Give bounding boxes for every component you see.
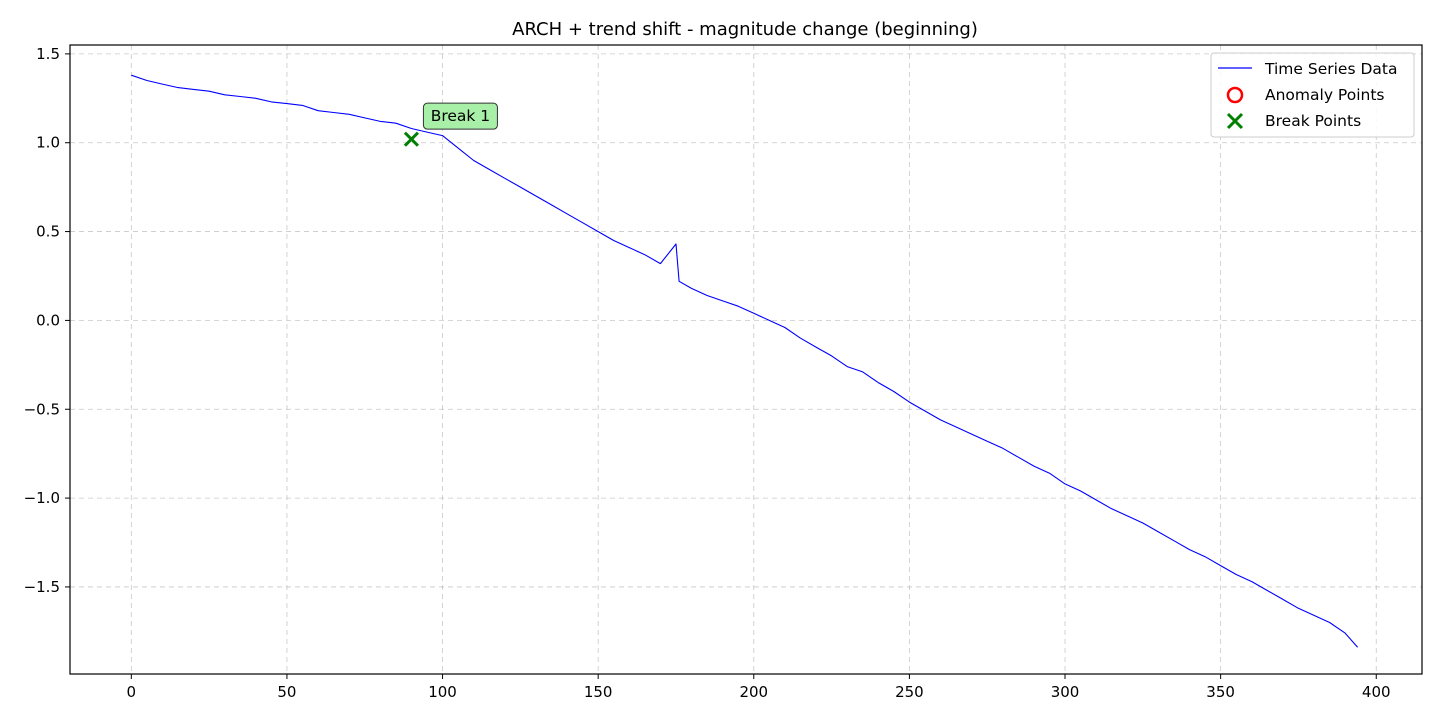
legend-circle-swatch	[1226, 86, 1244, 104]
x-tick-label: 150	[584, 683, 613, 701]
annotation-layer: Break 1	[422, 102, 498, 130]
y-tick-label: 0.5	[36, 223, 60, 241]
y-tick-label: 1.0	[36, 134, 60, 152]
tick-layer: 0 50 100 150 200 250 300 350 400 1.5 1.0 0.5 0.0 −0.5…	[24, 45, 1391, 701]
y-tick-label: −1.5	[24, 578, 60, 596]
x-tick-label: 200	[739, 683, 768, 701]
y-tick-label: 1.5	[36, 45, 60, 63]
x-tick-label: 250	[895, 683, 924, 701]
marker-layer	[403, 131, 419, 147]
grid-layer	[70, 45, 1422, 674]
legend-box	[1210, 52, 1415, 138]
legend-x-swatch	[1226, 112, 1244, 130]
legend-label-anomaly: Anomaly Points	[1265, 86, 1384, 104]
legend: Time Series Data Anomaly Points Break Po…	[1210, 52, 1415, 138]
series-line	[131, 74, 1359, 648]
break-point-marker	[403, 131, 419, 147]
annotation-label: Break 1	[431, 107, 490, 125]
legend-label-series: Time Series Data	[1264, 60, 1397, 78]
series-layer	[131, 74, 1359, 648]
chart-title: ARCH + trend shift - magnitude change (b…	[512, 19, 978, 40]
y-tick-label: −1.0	[24, 489, 60, 507]
x-tick-label: 0	[127, 683, 137, 701]
y-tick-label: 0.0	[36, 311, 60, 329]
legend-label-break: Break Points	[1265, 112, 1361, 130]
plot-frame	[69, 44, 1423, 675]
x-tick-label: 350	[1206, 683, 1235, 701]
annotation-box	[422, 102, 498, 130]
x-tick-label: 300	[1051, 683, 1080, 701]
x-tick-label: 400	[1362, 683, 1391, 701]
x-tick-label: 100	[428, 683, 457, 701]
y-tick-label: −0.5	[24, 400, 60, 418]
x-tick-label: 50	[277, 683, 296, 701]
